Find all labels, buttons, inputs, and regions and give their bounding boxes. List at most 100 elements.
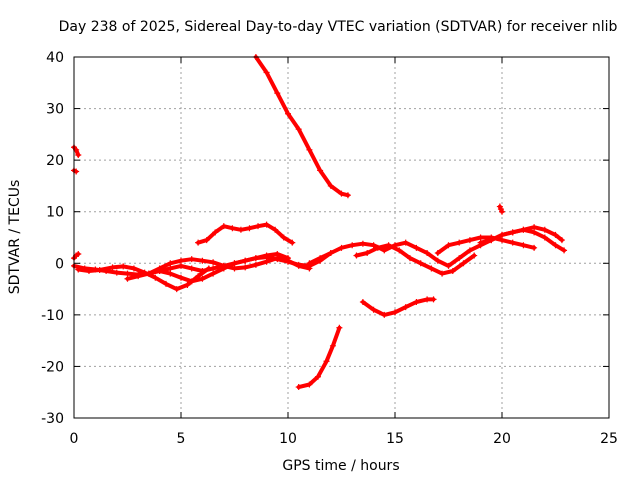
y-tick-label: -20 <box>41 359 64 375</box>
data-point <box>349 242 356 249</box>
data-point <box>413 244 420 251</box>
data-point <box>75 251 82 258</box>
data-point <box>336 324 343 331</box>
y-tick-labels: -30 -20 -10 0 10 20 30 40 <box>41 50 64 427</box>
data-point <box>541 234 548 241</box>
data-point <box>285 110 291 117</box>
x-tick-labels: 0 5 10 15 20 25 <box>70 431 618 447</box>
data-point <box>263 252 270 259</box>
data-point <box>385 242 392 249</box>
data-point <box>306 265 313 272</box>
series-line <box>354 243 477 276</box>
data-point <box>370 242 377 249</box>
data-point <box>263 69 270 76</box>
data-point <box>85 268 92 275</box>
series-arc-l <box>477 226 568 254</box>
data-point <box>434 249 441 256</box>
data-point <box>477 234 484 241</box>
data-point <box>255 223 262 230</box>
data-point <box>428 265 435 272</box>
data-point <box>466 237 473 244</box>
data-point <box>263 221 270 228</box>
data-point <box>188 278 195 285</box>
data-point <box>178 262 184 269</box>
data-point <box>541 226 548 233</box>
data-point <box>75 151 82 158</box>
series-arc-k <box>434 234 538 256</box>
data-point <box>392 309 398 316</box>
data-point <box>338 190 345 197</box>
data-point <box>295 126 302 133</box>
data-point <box>306 260 313 267</box>
data-point <box>167 270 174 277</box>
data-point <box>246 225 253 232</box>
y-tick-label: 0 <box>55 256 64 272</box>
series-arc-d <box>156 251 291 285</box>
data-point <box>439 270 446 277</box>
data-point <box>199 257 206 264</box>
data-point <box>488 237 495 244</box>
x-tick-label: 25 <box>600 431 618 447</box>
data-point <box>406 255 413 262</box>
data-point <box>460 260 467 267</box>
x-tick-label: 20 <box>493 431 511 447</box>
data-point <box>344 192 351 199</box>
data-point <box>130 265 137 272</box>
data-point <box>456 255 463 262</box>
data-point <box>499 208 505 215</box>
data-point <box>231 265 238 272</box>
data-point <box>434 257 441 264</box>
plot-frame <box>73 56 610 419</box>
data-point <box>364 249 371 256</box>
data-point <box>402 304 409 311</box>
data-point <box>402 239 409 246</box>
data-point <box>75 266 82 273</box>
data-point <box>338 244 345 251</box>
data-point <box>210 270 217 277</box>
data-point <box>445 262 452 269</box>
data-point <box>374 244 381 251</box>
data-point <box>242 264 249 271</box>
data-point <box>210 259 217 266</box>
series-arc-p <box>496 203 505 215</box>
data-point <box>263 258 270 265</box>
series-arc-g <box>295 324 343 391</box>
data-point <box>509 229 516 236</box>
data-point <box>456 239 463 246</box>
data-point <box>353 252 360 259</box>
x-tick-label: 15 <box>386 431 404 447</box>
series-line <box>253 55 350 198</box>
data-point <box>317 167 324 174</box>
data-point <box>552 242 559 249</box>
data-point <box>499 231 505 238</box>
data-point <box>178 274 184 281</box>
data-point <box>124 270 131 277</box>
tick-marks <box>73 56 610 419</box>
data-point <box>306 381 313 388</box>
data-point <box>272 226 279 233</box>
data-point <box>188 256 195 263</box>
data-point <box>295 384 302 391</box>
y-tick-label: 20 <box>46 153 64 169</box>
data-point <box>188 265 195 272</box>
data-point <box>561 247 568 254</box>
data-point <box>466 247 473 254</box>
data-point <box>381 247 388 254</box>
data-point <box>396 247 403 254</box>
data-point <box>220 223 227 230</box>
y-tick-label: -30 <box>41 411 64 427</box>
data-point <box>274 251 281 258</box>
chart-title: Day 238 of 2025, Sidereal Day-to-day VTE… <box>59 19 618 35</box>
data-point <box>229 225 236 232</box>
data-point <box>135 273 142 280</box>
data-point <box>317 255 324 262</box>
data-point <box>329 342 336 349</box>
data-point <box>203 237 210 244</box>
data-point <box>359 240 366 247</box>
data-point <box>413 298 420 305</box>
data-point <box>327 182 334 189</box>
y-axis-label: SDTVAR / TECUs <box>7 180 23 295</box>
data-point <box>145 270 152 277</box>
data-point <box>252 255 259 262</box>
